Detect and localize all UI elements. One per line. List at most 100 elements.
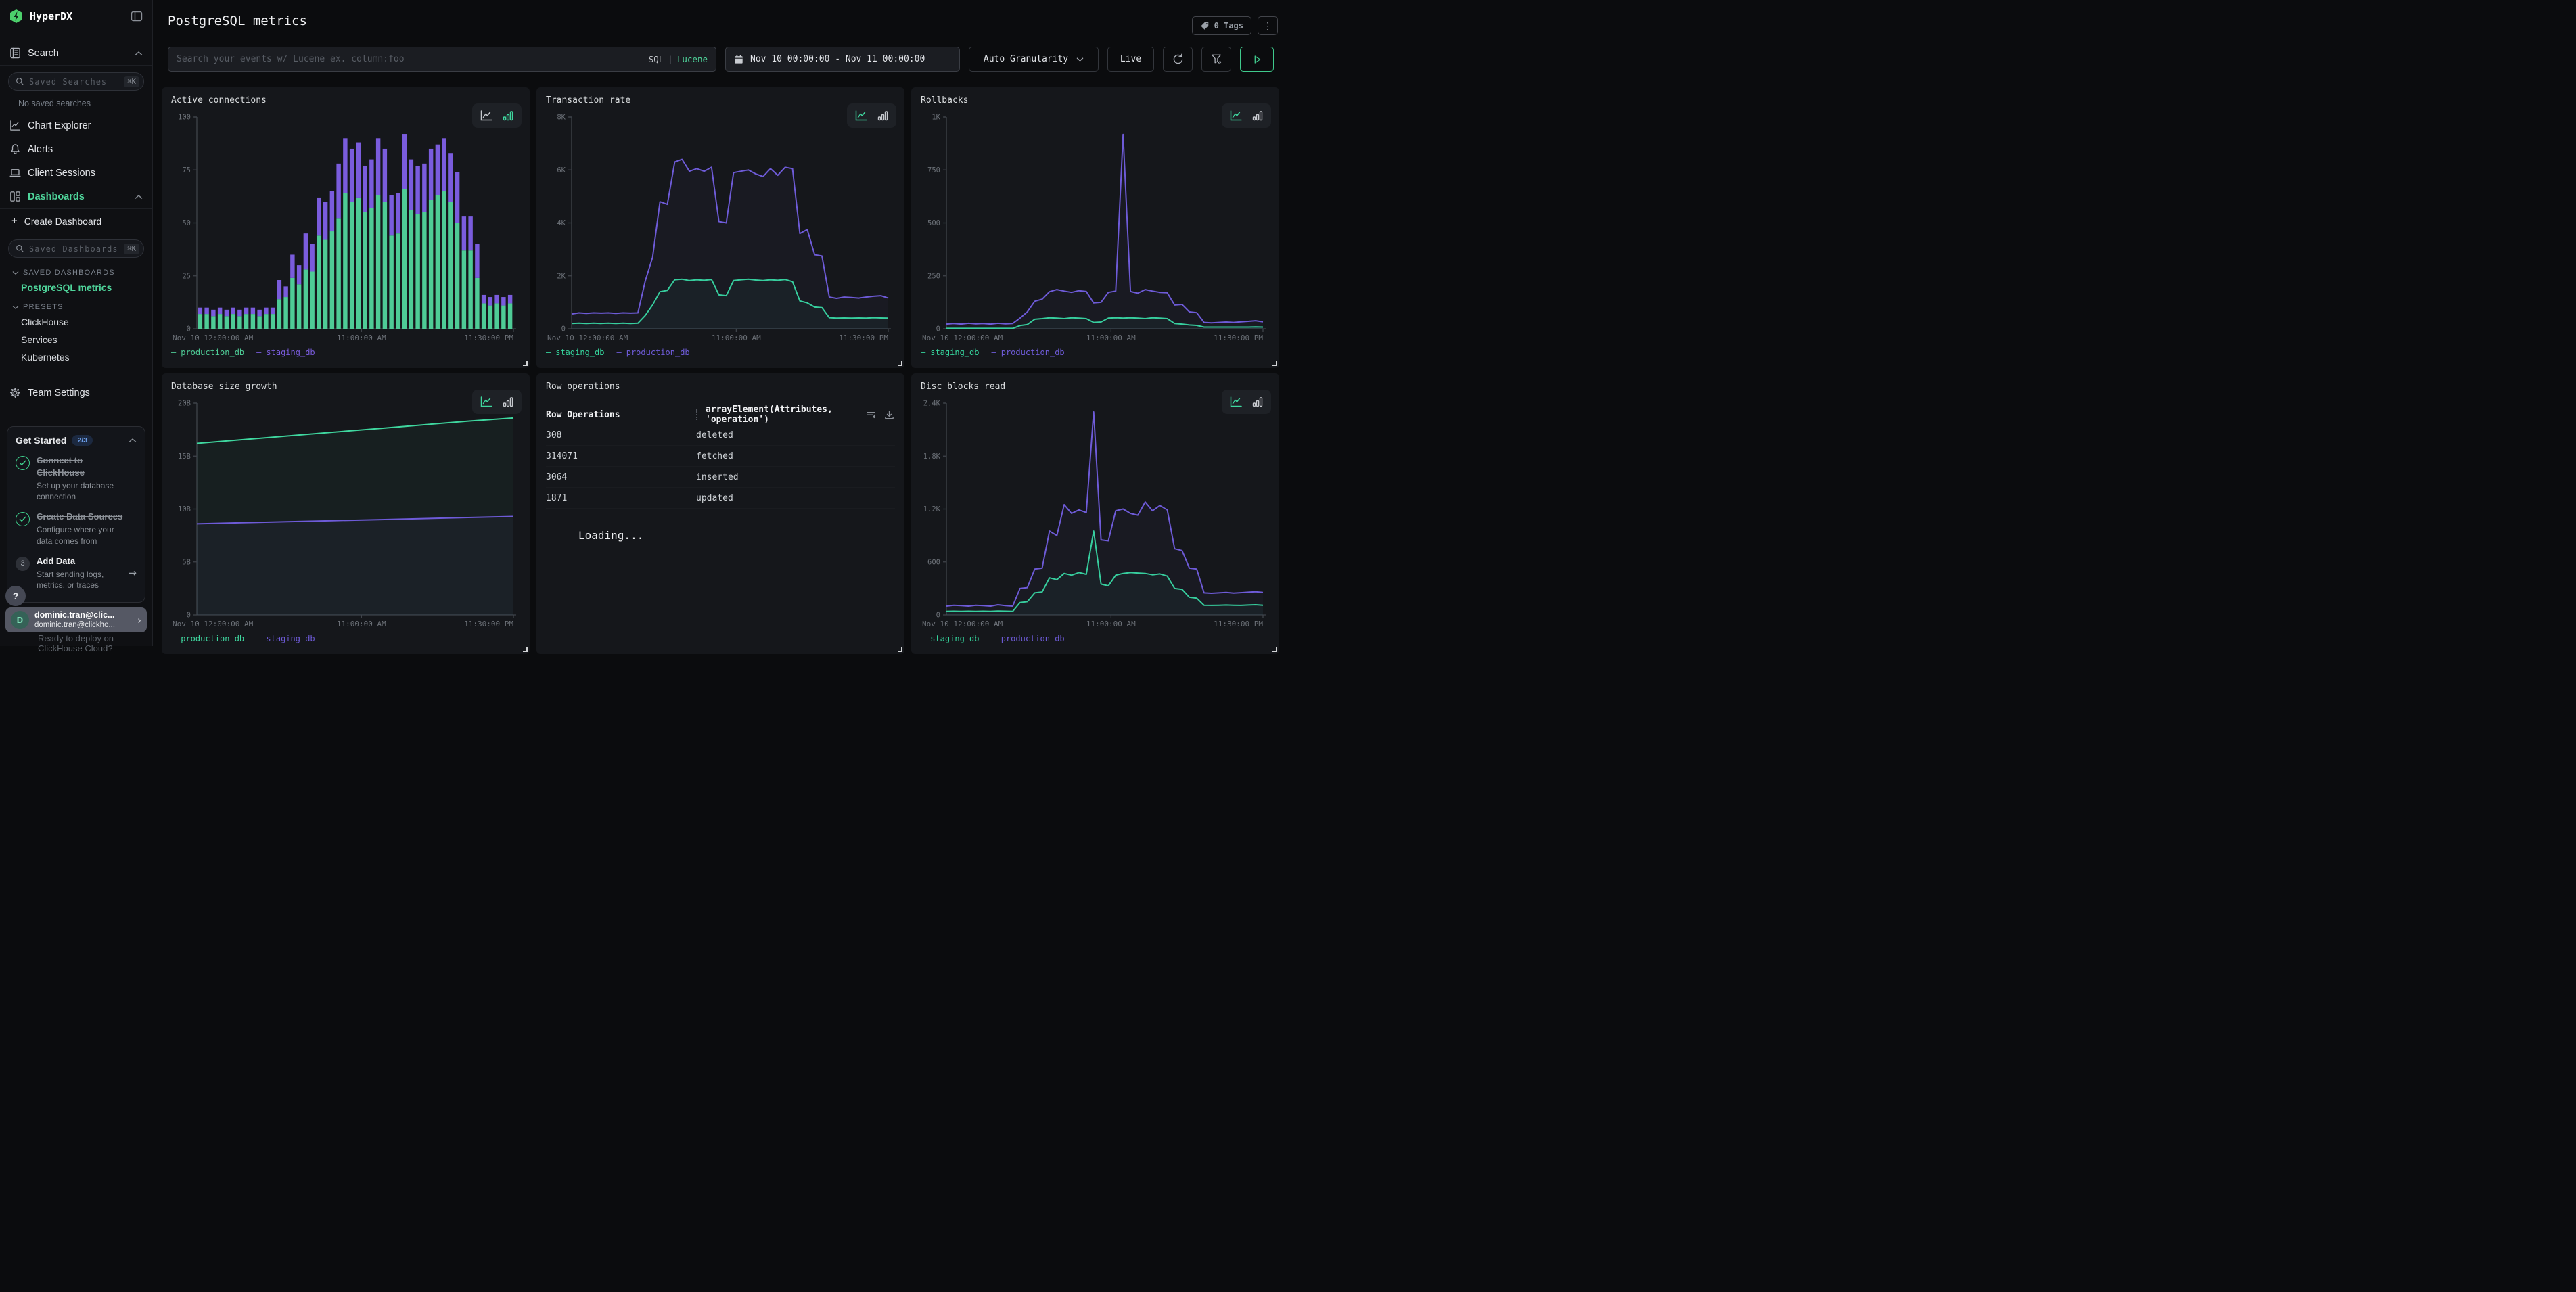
saved-searches-input[interactable]: ⌘K — [8, 72, 144, 91]
table-header-col2[interactable]: arrayElement(Attributes, 'operation') — [706, 405, 865, 425]
svg-text:11:30:00 PM: 11:30:00 PM — [839, 333, 888, 342]
presets-header[interactable]: PRESETS — [0, 296, 152, 313]
sidebar-preset-clickhouse[interactable]: ClickHouse — [0, 313, 152, 331]
date-range-picker[interactable]: Nov 10 00:00:00 - Nov 11 00:00:00 — [725, 47, 960, 72]
download-icon[interactable] — [883, 409, 895, 421]
step-title: Add Data — [37, 556, 75, 566]
saved-dashboards-input[interactable]: ⌘K — [8, 239, 144, 258]
table-row[interactable]: 308deleted — [546, 425, 895, 446]
saved-dashboards-header[interactable]: SAVED DASHBOARDS — [0, 262, 152, 279]
chart-legend: —production_db —staging_db — [171, 631, 520, 646]
bar-chart-toggle-icon[interactable] — [502, 110, 514, 122]
sidebar-preset-kubernetes[interactable]: Kubernetes — [0, 348, 152, 366]
dashboard-menu-button[interactable]: ⋮ — [1258, 16, 1278, 35]
panel-resize-handle[interactable] — [898, 361, 902, 366]
bar-chart-toggle-icon[interactable] — [877, 110, 889, 122]
line-chart-toggle-icon[interactable] — [854, 110, 868, 122]
legend-item[interactable]: —production_db — [171, 348, 244, 357]
legend-item[interactable]: —staging_db — [256, 348, 315, 357]
user-email: dominic.tran@clickho... — [34, 620, 115, 630]
create-dashboard-button[interactable]: + Create Dashboard — [0, 209, 152, 233]
check-circle-icon — [16, 512, 30, 526]
svg-text:11:30:00 PM: 11:30:00 PM — [464, 333, 513, 342]
sidebar-item-team-settings[interactable]: Team Settings — [0, 381, 152, 405]
column-divider[interactable] — [696, 409, 697, 420]
legend-item[interactable]: —production_db — [171, 634, 244, 643]
line-chart-toggle-icon[interactable] — [480, 110, 493, 122]
bar-chart-toggle-icon[interactable] — [1251, 396, 1264, 408]
sort-rows-icon[interactable] — [865, 409, 877, 421]
svg-text:11:30:00 PM: 11:30:00 PM — [1214, 620, 1263, 628]
kebab-icon: ⋮ — [1263, 20, 1272, 32]
chart-plot-area[interactable]: 06001.2K1.8K2.4KNov 10 12:00:00 AM11:00:… — [921, 395, 1270, 631]
journal-icon — [9, 47, 21, 59]
refresh-button[interactable] — [1163, 47, 1193, 72]
bar-chart-toggle-icon[interactable] — [1251, 110, 1264, 122]
user-menu[interactable]: D dominic.tran@clic... dominic.tran@clic… — [5, 607, 147, 632]
loading-text: Loading... — [578, 529, 895, 542]
table-row[interactable]: 3064inserted — [546, 467, 895, 488]
panel-resize-handle[interactable] — [1272, 361, 1277, 366]
laptop-icon — [9, 167, 21, 179]
panel-resize-handle[interactable] — [1272, 647, 1277, 652]
line-chart-toggle-icon[interactable] — [480, 396, 493, 408]
legend-item[interactable]: —production_db — [616, 348, 689, 357]
sidebar-item-dashboards[interactable]: Dashboards — [0, 185, 152, 209]
panel-resize-handle[interactable] — [523, 361, 528, 366]
svg-text:500: 500 — [927, 219, 940, 227]
granularity-select[interactable]: Auto Granularity — [969, 47, 1099, 72]
legend-item[interactable]: —staging_db — [256, 634, 315, 643]
svg-text:10B: 10B — [178, 505, 191, 513]
chart-type-toggle — [472, 390, 522, 414]
sql-toggle[interactable]: SQL — [649, 54, 664, 64]
panel-resize-handle[interactable] — [523, 647, 528, 652]
table-row[interactable]: 1871updated — [546, 488, 895, 509]
legend-item[interactable]: —staging_db — [546, 348, 604, 357]
chart-plot-area[interactable]: 02K4K6K8KNov 10 12:00:00 AM11:00:00 AM11… — [546, 109, 895, 345]
lucene-toggle[interactable]: Lucene — [677, 54, 708, 64]
chevron-up-icon[interactable] — [129, 438, 137, 443]
bar-chart-toggle-icon[interactable] — [502, 396, 514, 408]
sidebar-dashboard-postgresql-metrics[interactable]: PostgreSQL metrics — [0, 279, 152, 296]
svg-text:0: 0 — [561, 325, 566, 333]
tags-button[interactable]: 0 Tags — [1192, 16, 1251, 35]
get-started-step-connect[interactable]: Connect to ClickHouse Set up your databa… — [16, 455, 137, 502]
saved-dashboards-header-label: SAVED DASHBOARDS — [23, 269, 115, 277]
saved-searches-field[interactable] — [29, 77, 119, 87]
chart-plot-area[interactable]: 02505007501KNov 10 12:00:00 AM11:00:00 A… — [921, 109, 1270, 345]
sidebar-item-alerts[interactable]: Alerts — [0, 137, 152, 161]
svg-text:0: 0 — [936, 325, 940, 333]
panel-database-size-growth: Database size growth 05B10B15B20BNov 10 … — [162, 373, 530, 654]
legend-item[interactable]: —production_db — [991, 348, 1064, 357]
step-desc: Set up your database connection — [37, 480, 123, 502]
legend-item[interactable]: —staging_db — [921, 634, 979, 643]
svg-text:20B: 20B — [178, 400, 191, 408]
sidebar-item-search[interactable]: Search — [0, 41, 152, 66]
run-query-button[interactable] — [1240, 47, 1274, 72]
filter-funnel-icon — [1210, 53, 1223, 66]
sidebar-collapse-icon[interactable] — [131, 10, 143, 22]
chart-plot-area[interactable]: 0255075100Nov 10 12:00:00 AM11:00:00 AM1… — [171, 109, 520, 345]
legend-item[interactable]: —staging_db — [921, 348, 979, 357]
legend-item[interactable]: —production_db — [991, 634, 1064, 643]
saved-dashboards-field[interactable] — [29, 244, 119, 254]
sidebar-preset-services[interactable]: Services — [0, 331, 152, 348]
panel-transaction-rate: Transaction rate 02K4K6K8KNov 10 12:00:0… — [536, 87, 904, 368]
chart-legend: —staging_db —production_db — [546, 345, 895, 360]
panel-title: Active connections — [171, 95, 520, 109]
get-started-step-add-data[interactable]: 3 Add Data Start sending logs, metrics, … — [16, 555, 137, 591]
live-button[interactable]: Live — [1107, 47, 1154, 72]
table-header-col1[interactable]: Row Operations — [546, 410, 696, 420]
panel-resize-handle[interactable] — [898, 647, 902, 652]
sidebar-item-chart-explorer[interactable]: Chart Explorer — [0, 114, 152, 137]
table-row[interactable]: 314071fetched — [546, 446, 895, 467]
line-chart-toggle-icon[interactable] — [1229, 110, 1243, 122]
line-chart-toggle-icon[interactable] — [1229, 396, 1243, 408]
get-started-step-sources[interactable]: Create Data Sources Configure where your… — [16, 511, 137, 546]
chart-plot-area[interactable]: 05B10B15B20BNov 10 12:00:00 AM11:00:00 A… — [171, 395, 520, 631]
arrow-right-icon: → — [128, 567, 137, 579]
event-search-input[interactable] — [177, 54, 642, 64]
sidebar-item-client-sessions[interactable]: Client Sessions — [0, 161, 152, 185]
filter-button[interactable] — [1201, 47, 1231, 72]
help-button[interactable]: ? — [5, 586, 26, 606]
